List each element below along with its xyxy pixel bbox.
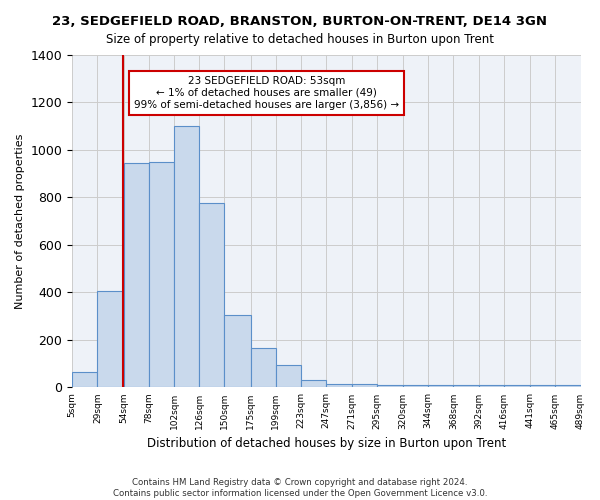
Text: 23 SEDGEFIELD ROAD: 53sqm
← 1% of detached houses are smaller (49)
99% of semi-d: 23 SEDGEFIELD ROAD: 53sqm ← 1% of detach… bbox=[134, 76, 399, 110]
Bar bbox=[149, 162, 174, 388]
Bar bbox=[301, 380, 326, 388]
Bar bbox=[174, 126, 199, 388]
Bar bbox=[555, 385, 581, 388]
Bar bbox=[251, 348, 276, 388]
Bar bbox=[403, 385, 428, 388]
Y-axis label: Number of detached properties: Number of detached properties bbox=[15, 134, 25, 309]
Text: 23, SEDGEFIELD ROAD, BRANSTON, BURTON-ON-TRENT, DE14 3GN: 23, SEDGEFIELD ROAD, BRANSTON, BURTON-ON… bbox=[53, 15, 548, 28]
Bar bbox=[224, 315, 251, 388]
Bar bbox=[504, 385, 530, 388]
Bar bbox=[377, 385, 403, 388]
Bar bbox=[530, 385, 555, 388]
Text: Size of property relative to detached houses in Burton upon Trent: Size of property relative to detached ho… bbox=[106, 32, 494, 46]
Text: Contains HM Land Registry data © Crown copyright and database right 2024.
Contai: Contains HM Land Registry data © Crown c… bbox=[113, 478, 487, 498]
Bar bbox=[276, 365, 301, 388]
Bar bbox=[428, 385, 454, 388]
Bar bbox=[199, 204, 224, 388]
Bar bbox=[97, 292, 124, 388]
Bar bbox=[72, 372, 97, 388]
Bar bbox=[454, 385, 479, 388]
Bar bbox=[326, 384, 352, 388]
Bar bbox=[124, 163, 149, 388]
Bar bbox=[352, 384, 377, 388]
X-axis label: Distribution of detached houses by size in Burton upon Trent: Distribution of detached houses by size … bbox=[147, 437, 506, 450]
Bar bbox=[479, 385, 504, 388]
